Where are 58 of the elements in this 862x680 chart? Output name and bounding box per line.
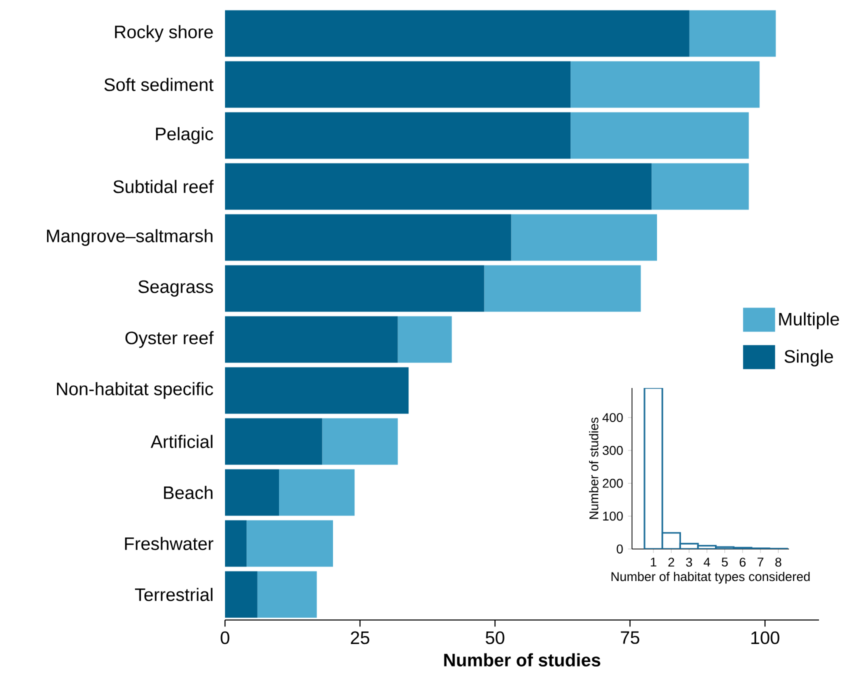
x-tick-label: 100 xyxy=(751,631,780,644)
x-tick-label: 3 xyxy=(686,558,692,567)
bar xyxy=(225,214,512,261)
y-tick-label: Terrestrial xyxy=(135,588,212,602)
x-axis-title: Number of habitat types considered xyxy=(612,572,810,584)
bar xyxy=(279,469,355,516)
y-axis-title: Number of studies xyxy=(589,418,598,519)
x-tick-label: 75 xyxy=(620,631,640,644)
x-tick-label: 4 xyxy=(704,558,710,566)
bar xyxy=(570,112,749,159)
x-tick-label: 2 xyxy=(668,558,674,567)
bar xyxy=(511,214,658,261)
bar xyxy=(225,469,280,516)
bar xyxy=(652,163,749,210)
y-tick-label: 300 xyxy=(602,446,623,455)
bar xyxy=(225,163,652,210)
y-tick-label: Freshwater xyxy=(125,536,214,550)
legend-label: Single xyxy=(784,350,833,366)
y-tick-label: Beach xyxy=(164,486,212,500)
y-tick-label: Mangrove–saltmarsh xyxy=(47,229,212,246)
bar xyxy=(225,61,571,108)
x-tick-label: 50 xyxy=(486,631,504,644)
y-tick-label: Seagrass xyxy=(138,280,213,297)
bar xyxy=(246,520,334,567)
bar xyxy=(225,265,484,312)
y-tick-label: 0 xyxy=(616,544,623,554)
y-tick-label: 200 xyxy=(602,478,623,488)
y-tick-label: Rocky shore xyxy=(115,25,213,42)
x-tick-label: 7 xyxy=(758,558,764,566)
x-tick-label: 6 xyxy=(740,558,746,567)
bar xyxy=(257,571,317,618)
bar xyxy=(225,10,690,57)
x-tick-label: 25 xyxy=(350,631,370,644)
x-tick-label: 1 xyxy=(650,558,656,566)
y-tick-label: 100 xyxy=(603,512,623,521)
bar xyxy=(225,112,571,159)
bar xyxy=(484,265,641,312)
y-tick-label: 400 xyxy=(602,413,623,422)
x-tick-label: 0 xyxy=(220,631,230,644)
bar xyxy=(225,571,258,618)
bar xyxy=(225,316,398,363)
y-tick-label: Pelagic xyxy=(156,127,214,144)
bar xyxy=(570,61,760,108)
y-tick-label: Non-habitat specific xyxy=(57,382,214,399)
bar xyxy=(225,418,322,465)
x-tick-label: 5 xyxy=(722,558,728,567)
y-tick-label: Oyster reef xyxy=(125,331,214,348)
legend-label: Multiple xyxy=(779,312,839,330)
bar xyxy=(689,10,776,57)
bar xyxy=(225,520,247,567)
y-tick-label: Subtidal reef xyxy=(113,180,214,194)
x-tick-label: 8 xyxy=(775,558,782,567)
bar xyxy=(398,316,452,363)
y-tick-label: Soft sediment xyxy=(104,78,214,92)
bar xyxy=(322,418,398,465)
y-tick-label: Artificial xyxy=(150,434,212,448)
x-axis-title: Number of studies xyxy=(444,653,600,666)
bar xyxy=(225,367,409,414)
